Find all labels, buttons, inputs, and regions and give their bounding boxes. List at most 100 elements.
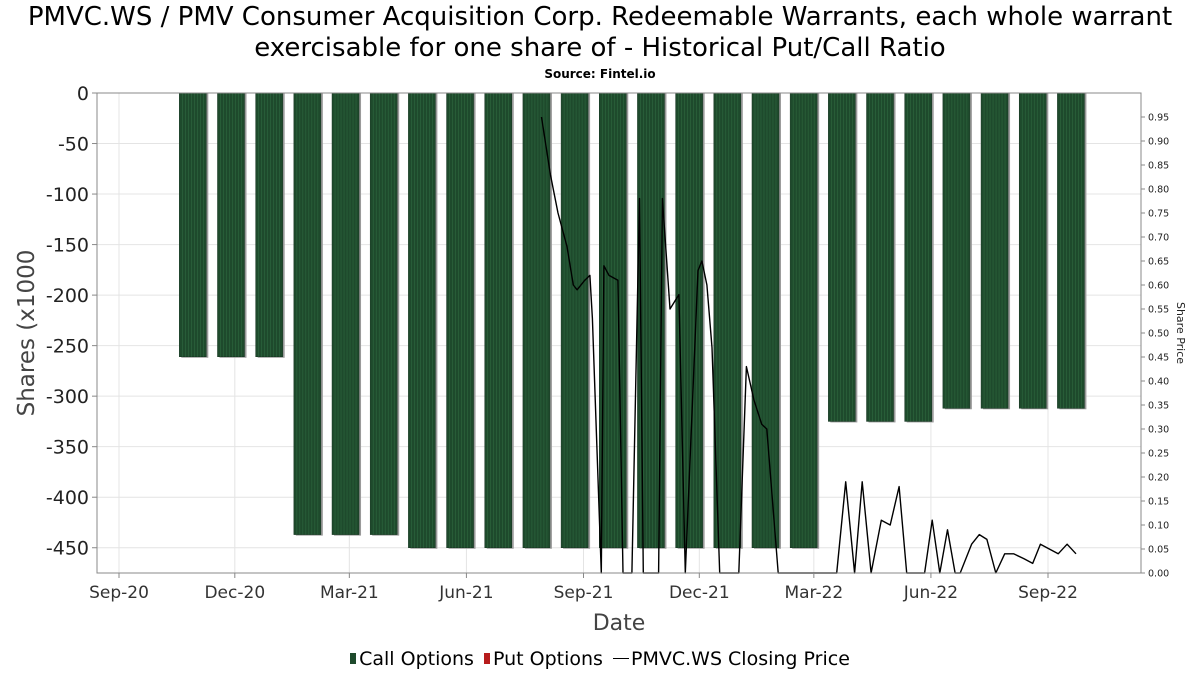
call-bar	[904, 92, 934, 423]
y2-tick-label: 0.50	[1148, 329, 1169, 340]
y2-tick-label: 0.80	[1148, 185, 1169, 196]
put-swatch	[483, 653, 490, 664]
call-bar-body	[980, 92, 1009, 409]
y2-tick-label: 0.30	[1148, 425, 1169, 436]
legend-item-call[interactable]: Call Options	[350, 647, 474, 671]
y-tick-label: -150	[46, 235, 89, 257]
call-bar-body	[789, 92, 818, 548]
y2-tick-label: 0.85	[1148, 161, 1169, 172]
x-axis-label: Date	[593, 611, 646, 636]
x-axis-ticks: Sep-20 Dec-20 Mar-21 Jun-21 Sep-21 Dec-21 Mar-…	[89, 573, 1078, 603]
call-bar	[828, 92, 858, 423]
y-axis-ticks: 0 -50 -100 -150 -200 -250 -300 -350 -400 -450	[46, 83, 97, 560]
call-bar	[1057, 92, 1087, 410]
y-tick-label: -50	[58, 134, 89, 156]
y2-tick-label: 0.90	[1148, 137, 1169, 148]
y2-axis-label: Share Price	[1174, 302, 1187, 364]
call-bar-body	[408, 92, 436, 548]
call-bar	[942, 92, 972, 410]
y-tick-label: -450	[46, 538, 89, 560]
x-tick-label: Sep-21	[554, 583, 614, 603]
call-bar	[446, 92, 476, 549]
y2-tick-label: 0.95	[1148, 113, 1169, 124]
call-bar	[1018, 92, 1049, 410]
call-bar-body	[369, 92, 398, 535]
call-bar-body	[446, 92, 474, 548]
call-bar	[980, 92, 1011, 410]
call-bar-body	[217, 92, 245, 357]
call-bar	[599, 92, 629, 549]
x-tick-label: Sep-22	[1018, 583, 1078, 603]
price-swatch	[613, 658, 629, 659]
chart-subtitle: Source: Fintel.io	[544, 67, 656, 81]
call-bar-body	[1018, 92, 1047, 409]
call-bar-body	[331, 92, 360, 535]
y-axis-label: Shares (x1000	[14, 250, 40, 417]
y-tick-label: -200	[46, 285, 89, 307]
x-tick-label: Jun-22	[903, 583, 958, 603]
y2-tick-label: 0.20	[1148, 473, 1169, 484]
legend-item-put[interactable]: Put Options	[483, 647, 603, 671]
x-tick-label: Dec-20	[204, 583, 265, 603]
y2-tick-label: 0.70	[1148, 233, 1169, 244]
call-bar-body	[828, 92, 856, 422]
call-bar-body	[179, 92, 207, 357]
x-tick-label: Dec-21	[669, 583, 730, 603]
y-tick-label: -350	[46, 437, 89, 459]
call-bar	[522, 92, 552, 549]
x-tick-label: Mar-22	[784, 583, 843, 603]
y2-tick-label: 0.75	[1148, 209, 1169, 220]
price-series	[540, 116, 1077, 574]
call-bar	[751, 92, 781, 549]
call-bar-body	[713, 92, 742, 548]
call-bar-body	[866, 92, 894, 422]
call-bar-body	[560, 92, 589, 548]
x-tick-label: Sep-20	[89, 583, 149, 603]
call-bar-body	[904, 92, 932, 422]
call-option-bars	[179, 92, 1087, 549]
y2-tick-label: 0.10	[1148, 521, 1169, 532]
y2-tick-label: 0.15	[1148, 497, 1169, 508]
call-bar-body	[637, 92, 665, 548]
price-line	[540, 116, 1077, 574]
y-tick-label: 0	[77, 83, 89, 105]
call-bar-body	[255, 92, 283, 357]
call-bar	[255, 92, 285, 358]
y2-tick-label: 0.25	[1148, 449, 1169, 460]
y2-tick-label: 0.55	[1148, 305, 1169, 316]
legend-label-price: PMVC.WS Closing Price	[631, 648, 850, 670]
call-bar-body	[522, 92, 551, 548]
y-tick-label: -250	[46, 336, 89, 358]
call-bar-body	[484, 92, 512, 548]
y2-tick-label: 0.65	[1148, 257, 1169, 268]
call-bar	[713, 92, 743, 549]
x-tick-label: Jun-21	[438, 583, 493, 603]
y-tick-label: -400	[46, 487, 89, 509]
y2-tick-label: 0.00	[1148, 569, 1169, 580]
call-bar	[408, 92, 438, 549]
call-bar	[293, 92, 323, 536]
call-bar-body	[942, 92, 971, 409]
y2-axis-ticks: 0.95 0.90 0.85 0.80 0.75 0.70 0.65 0.60 0.55 0.50…	[1141, 113, 1169, 580]
call-swatch	[350, 653, 357, 664]
y2-tick-label: 0.45	[1148, 353, 1169, 364]
call-bar-body	[293, 92, 322, 535]
call-bar	[560, 92, 591, 549]
call-bar	[369, 92, 400, 536]
call-bar	[179, 92, 209, 358]
legend: Call Options Put Options PMVC.WS Closing…	[0, 647, 1200, 671]
call-bar	[331, 92, 362, 536]
call-bar	[484, 92, 514, 549]
legend-label-put: Put Options	[492, 648, 603, 670]
call-bar	[217, 92, 247, 358]
call-bar	[866, 92, 896, 423]
chart-title: PMVC.WS / PMV Consumer Acquisition Corp.…	[27, 2, 1173, 63]
legend-item-price[interactable]: PMVC.WS Closing Price	[613, 647, 850, 671]
y2-tick-label: 0.60	[1148, 281, 1169, 292]
y2-tick-label: 0.40	[1148, 377, 1169, 388]
y2-tick-label: 0.35	[1148, 401, 1169, 412]
call-bar	[789, 92, 820, 549]
y-tick-label: -100	[46, 184, 89, 206]
y-tick-label: -300	[46, 386, 89, 408]
